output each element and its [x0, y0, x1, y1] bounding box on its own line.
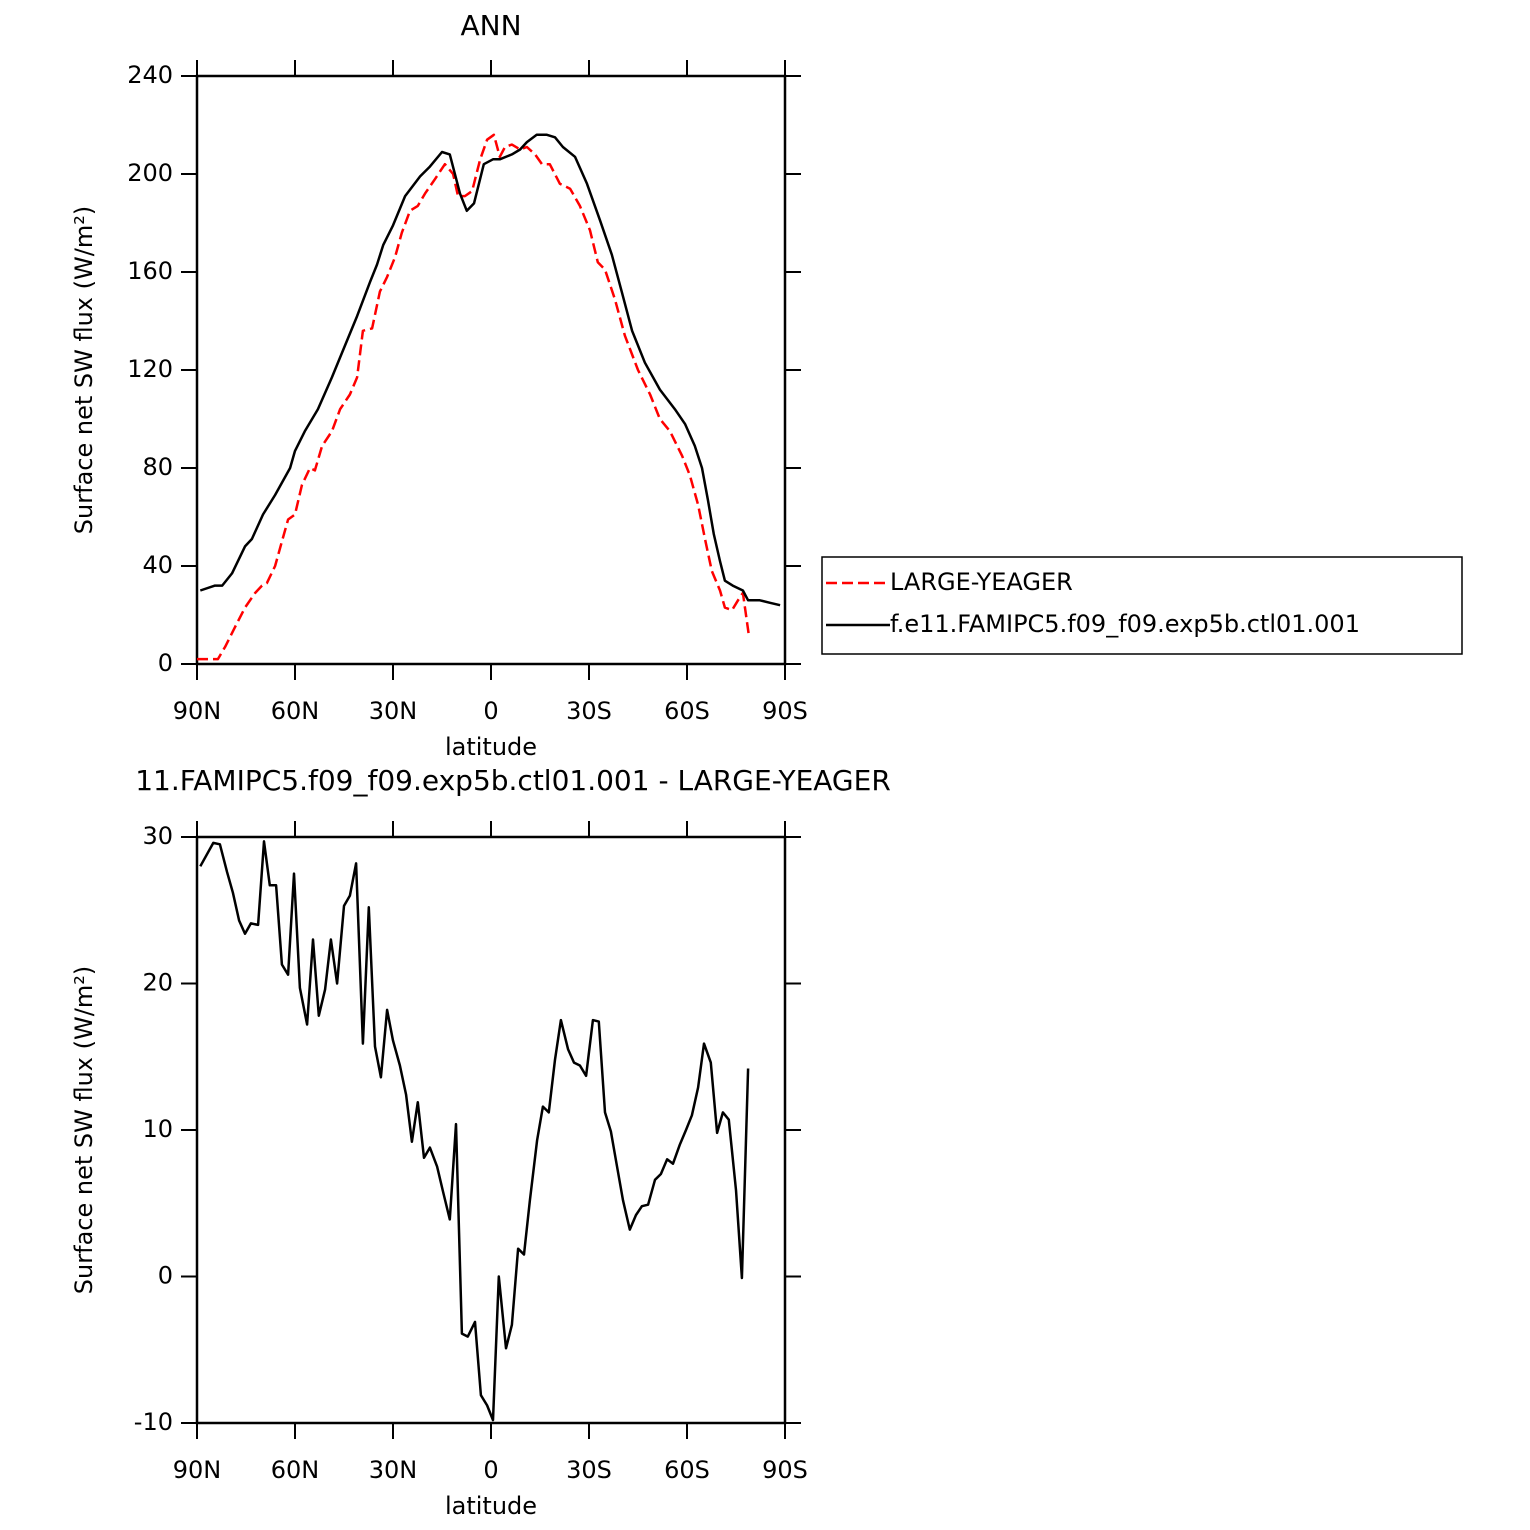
- x-tick-label: 30N: [369, 697, 418, 725]
- y-axis-label: Surface net SW flux (W/m²): [70, 966, 98, 1294]
- x-tick-label: 90S: [762, 1456, 808, 1484]
- x-tick-label: 60N: [271, 1456, 320, 1484]
- y-tick-label: 40: [142, 551, 173, 579]
- x-tick-label: 60N: [271, 697, 320, 725]
- y-tick-label: -10: [134, 1408, 173, 1436]
- data-line: [199, 840, 750, 1422]
- chart-title: 11.FAMIPC5.f09_f09.exp5b.ctl01.001 - LAR…: [135, 764, 891, 797]
- data-line: [199, 133, 781, 607]
- x-axis-label: latitude: [445, 733, 537, 761]
- legend-box: [821, 556, 1463, 655]
- chart-title: ANN: [460, 9, 521, 42]
- y-tick-label: 20: [142, 969, 173, 997]
- x-axis-label: latitude: [445, 1492, 537, 1520]
- x-tick-label: 30S: [566, 1456, 612, 1484]
- plot-frame: [195, 74, 787, 666]
- x-tick-label: 60S: [664, 1456, 710, 1484]
- x-tick-label: 60S: [664, 697, 710, 725]
- legend-label: f.e11.FAMIPC5.f09_f09.exp5b.ctl01.001: [890, 610, 1360, 638]
- y-tick-label: 0: [158, 1262, 173, 1290]
- plot-frame: [195, 835, 787, 1425]
- y-tick-label: 200: [127, 159, 173, 187]
- x-tick-label: 30N: [369, 1456, 418, 1484]
- y-tick-label: 120: [127, 355, 173, 383]
- x-tick-label: 90N: [173, 1456, 222, 1484]
- legend-label: LARGE-YEAGER: [890, 568, 1073, 596]
- x-tick-label: 90S: [762, 697, 808, 725]
- x-tick-label: 0: [483, 1456, 498, 1484]
- y-tick-label: 80: [142, 453, 173, 481]
- y-tick-label: 0: [158, 649, 173, 677]
- x-tick-label: 30S: [566, 697, 612, 725]
- data-line: [197, 133, 751, 661]
- y-tick-label: 30: [142, 822, 173, 850]
- y-tick-label: 160: [127, 257, 173, 285]
- x-tick-label: 90N: [173, 697, 222, 725]
- x-tick-label: 0: [483, 697, 498, 725]
- y-tick-label: 240: [127, 61, 173, 89]
- y-axis-label: Surface net SW flux (W/m²): [70, 206, 98, 534]
- y-tick-label: 10: [142, 1115, 173, 1143]
